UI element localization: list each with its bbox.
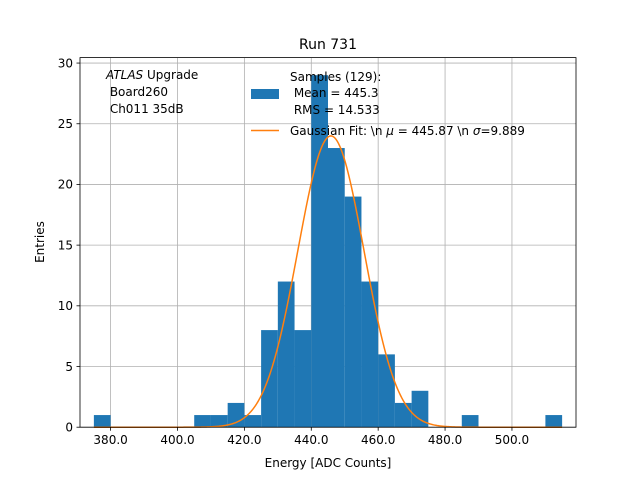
legend-histogram-label-line-1: Samples (129): — [290, 70, 381, 84]
legend-fit-label: Gaussian Fit: \n μ = 445.87 \n σ=9.889 — [290, 124, 525, 138]
annotation-atlas: ATLAS — [105, 68, 144, 82]
x-axis-ticks: 380.0 400.0 420.0 440.0 460.0 480.0 500.0 — [93, 427, 529, 447]
histogram-bar — [328, 148, 345, 428]
histogram-bar — [344, 196, 362, 428]
legend: Samples (129): Mean = 445.3 RMS = 14.533… — [251, 70, 525, 138]
x-tick-label: 440.0 — [294, 433, 328, 447]
legend-histogram-label-line-2: Mean = 445.3 — [290, 86, 379, 100]
legend-fit-mu-symbol: μ — [385, 124, 394, 138]
y-tick-label: 20 — [58, 178, 73, 192]
histogram-bar — [261, 330, 278, 428]
y-axis-label: Entries — [33, 221, 47, 263]
histogram-bar — [227, 402, 245, 428]
histogram-bar — [545, 415, 563, 428]
histogram-bar — [461, 415, 479, 428]
atlas-annotation: ATLAS Upgrade Board260 Ch011 35dB — [105, 68, 198, 116]
x-tick-label: 420.0 — [227, 433, 261, 447]
annotation-line-3: Ch011 35dB — [106, 102, 184, 116]
x-tick-label: 500.0 — [495, 433, 529, 447]
histogram-bar — [294, 330, 312, 428]
histogram-bars — [93, 75, 563, 428]
histogram-bar — [361, 281, 379, 428]
histogram-bar — [210, 415, 228, 428]
y-axis-ticks: 0 5 10 15 20 25 30 — [58, 56, 80, 435]
annotation-upgrade: Upgrade — [143, 68, 198, 82]
x-tick-label: 380.0 — [93, 433, 127, 447]
y-tick-label: 10 — [58, 299, 73, 313]
x-tick-label: 480.0 — [428, 433, 462, 447]
x-axis-label: Energy [ADC Counts] — [265, 456, 392, 470]
legend-fit-sigma-symbol: σ — [473, 124, 481, 138]
y-tick-label: 5 — [65, 360, 73, 374]
histogram-bar — [394, 402, 412, 428]
y-tick-label: 0 — [65, 421, 73, 435]
x-tick-label: 400.0 — [160, 433, 194, 447]
plot-frame — [79, 57, 577, 428]
legend-fit-prefix: Gaussian Fit: \n — [290, 124, 386, 138]
y-tick-label: 30 — [58, 56, 73, 70]
y-tick-label: 15 — [58, 238, 73, 252]
histogram-bar — [411, 390, 429, 428]
legend-fit-mu-value: = 445.87 \n — [394, 124, 473, 138]
x-tick-label: 460.0 — [361, 433, 395, 447]
annotation-line-2: Board260 — [106, 85, 168, 99]
legend-fit-sigma-value: =9.889 — [480, 124, 524, 138]
legend-histogram-swatch — [251, 89, 279, 99]
histogram-bar — [194, 415, 211, 428]
legend-histogram-label-line-3: RMS = 14.533 — [290, 103, 380, 117]
annotation-line-1: ATLAS Upgrade — [105, 68, 198, 82]
histogram-bar — [378, 354, 395, 428]
y-tick-label: 25 — [58, 117, 73, 131]
histogram-bar — [277, 281, 295, 428]
histogram-bar — [93, 415, 111, 428]
histogram-bar — [244, 415, 262, 428]
chart-title: Run 731 — [299, 37, 357, 53]
